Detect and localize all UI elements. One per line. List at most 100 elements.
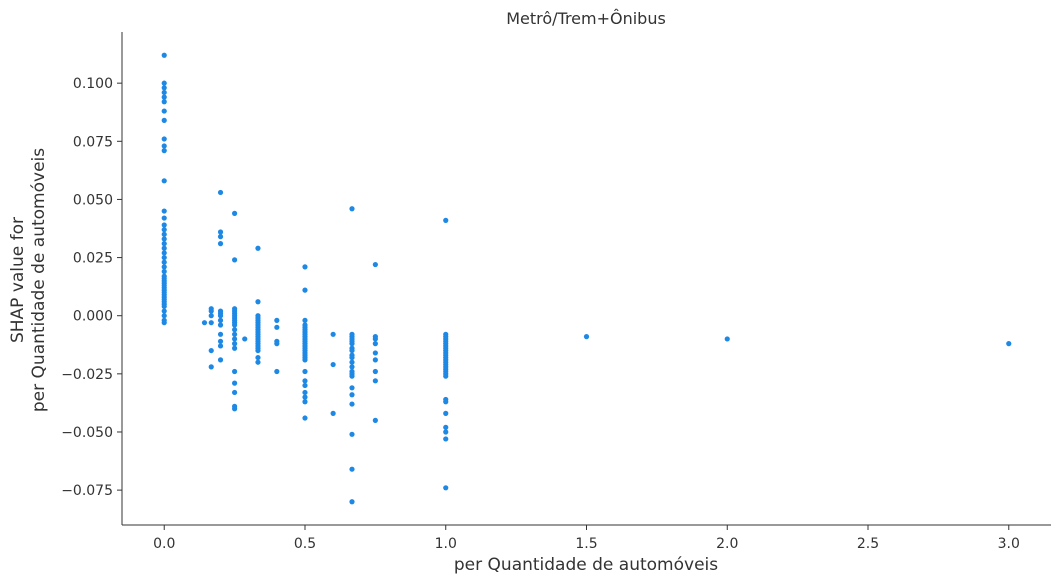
scatter-point — [217, 331, 224, 337]
scatter-point — [232, 406, 238, 412]
scatter-point — [255, 299, 261, 305]
scatter-point — [232, 389, 238, 396]
scatter-point — [349, 359, 355, 365]
scatter-point — [217, 343, 224, 349]
scatter-point — [372, 357, 378, 363]
scatter-point — [349, 341, 355, 347]
scatter-point — [161, 215, 167, 221]
scatter-point — [330, 410, 336, 416]
scatter-point — [208, 308, 214, 314]
scatter-point — [349, 347, 355, 354]
scatter-point — [443, 485, 449, 491]
scatter-point — [274, 324, 280, 330]
scatter-point — [161, 178, 167, 184]
scatter-points — [161, 52, 1012, 505]
scatter-point — [208, 313, 214, 319]
scatter-point — [330, 361, 336, 368]
scatter-point — [372, 341, 378, 347]
scatter-point — [302, 357, 308, 363]
y-tick-label: 0.100 — [73, 76, 113, 92]
x-axis-title: per Quantidade de automóveis — [454, 555, 718, 575]
scatter-point — [443, 217, 449, 223]
scatter-point — [255, 354, 261, 361]
scatter-point — [161, 80, 167, 86]
scatter-point — [217, 229, 224, 235]
scatter-point — [161, 313, 167, 319]
scatter-point — [232, 380, 238, 386]
scatter-point — [161, 308, 167, 314]
scatter-point — [302, 389, 308, 396]
scatter-point — [302, 394, 308, 400]
scatter-point — [349, 431, 355, 437]
scatter-point — [255, 347, 261, 354]
scatter-point — [349, 466, 355, 472]
scatter-point — [161, 250, 167, 256]
scatter-point — [349, 373, 355, 379]
scatter-point — [161, 227, 167, 233]
scatter-point — [302, 287, 308, 293]
scatter-point — [443, 424, 449, 430]
scatter-point — [161, 268, 167, 275]
y-tick-label: 0.025 — [73, 251, 113, 267]
scatter-point — [372, 350, 378, 356]
scatter-point — [302, 382, 308, 389]
scatter-point — [349, 401, 355, 407]
y-tick-label: 0.050 — [73, 192, 113, 208]
scatter-point — [217, 234, 224, 240]
scatter-point — [274, 341, 280, 347]
scatter-point — [232, 336, 238, 342]
scatter-point — [349, 385, 355, 391]
y-tick-label: −0.075 — [61, 483, 113, 499]
scatter-point — [302, 264, 308, 270]
scatter-point — [302, 317, 308, 323]
y-tick-label: −0.050 — [61, 425, 113, 441]
scatter-point — [217, 338, 224, 344]
x-tick-label: 1.0 — [435, 536, 457, 552]
scatter-point — [208, 347, 214, 354]
y-tick-label: 0.000 — [73, 309, 113, 325]
scatter-point — [217, 241, 224, 247]
scatter-point — [349, 499, 355, 505]
scatter-point — [161, 89, 167, 96]
scatter-point — [724, 336, 730, 342]
scatter-point — [443, 436, 449, 442]
scatter-point — [372, 336, 378, 342]
scatter-point — [232, 210, 238, 216]
scatter-point — [255, 245, 261, 251]
scatter-point — [161, 303, 167, 310]
scatter-point — [161, 52, 167, 58]
scatter-point — [161, 136, 167, 142]
scatter-point — [161, 320, 167, 326]
scatter-point — [302, 399, 308, 405]
scatter-point — [217, 313, 224, 319]
scatter-point — [443, 373, 449, 379]
scatter-point — [232, 331, 238, 337]
scatter-point — [161, 241, 167, 247]
scatter-point — [217, 189, 224, 196]
scatter-point — [302, 415, 308, 421]
scatter-point — [349, 392, 355, 398]
scatter-point — [217, 357, 224, 363]
scatter-point — [161, 231, 167, 237]
scatter-point — [232, 257, 238, 263]
x-tick-label: 2.5 — [857, 536, 879, 552]
scatter-point — [161, 259, 167, 265]
scatter-point — [274, 317, 280, 323]
scatter-point — [330, 331, 336, 337]
scatter-point — [242, 336, 248, 342]
scatter-point — [161, 147, 167, 154]
scatter-point — [208, 364, 214, 370]
chart-title: Metrô/Trem+Ônibus — [506, 9, 666, 28]
scatter-point — [161, 94, 167, 100]
scatter-point — [443, 399, 449, 405]
y-axis-title-line-1: SHAP value for — [8, 217, 28, 343]
scatter-point — [255, 359, 261, 365]
scatter-point — [161, 108, 167, 114]
scatter-point — [349, 364, 355, 370]
scatter-point — [161, 254, 167, 261]
scatter-point — [1006, 341, 1012, 347]
scatter-point — [274, 368, 280, 375]
scatter-point — [161, 143, 167, 149]
y-tick-label: −0.025 — [61, 367, 113, 383]
y-axis-ticks: 0.100 0.075 0.050 0.025 0.000 −0.025 −0.050 −0.… — [61, 76, 122, 499]
